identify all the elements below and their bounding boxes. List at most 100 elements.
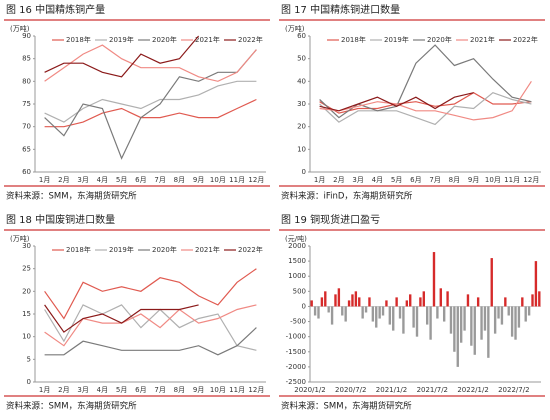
x-tick-label: 8月 [449,176,460,184]
bar [517,306,521,328]
x-tick-label: 11月 [504,176,520,184]
legend-label: 2022年 [238,245,263,254]
bar [334,294,337,307]
bar [480,306,483,340]
x-tick-label: 11月 [229,176,245,184]
y-tick-label: 2000 [288,242,306,250]
series-line [44,49,257,160]
x-tick-label: 9月 [193,176,204,184]
bar [415,306,419,337]
bar [388,306,392,325]
bar [521,297,524,307]
x-tick-label: 2021/7/2 [417,386,448,394]
series-line [319,92,532,114]
bar [453,306,456,352]
series-line [44,304,257,351]
bar [344,306,347,322]
y-tick-label: 70 [22,123,31,131]
series-line [44,268,257,320]
y-tick-label: 30 [297,100,306,108]
y-axis-label: (万吨) [10,234,30,243]
bar [385,300,388,307]
bar [500,306,504,325]
chart-title: 图 19 铜现货进口盈亏 [281,213,380,226]
bar [368,297,371,307]
series-line [319,92,532,126]
y-tick-label: -2000 [286,363,306,371]
source: 资料来源：iFinD，东海期货研究所 [281,191,413,202]
x-tick-label: 10月 [485,176,501,184]
y-tick-label: 20 [22,287,31,295]
y-tick-label: 10 [22,333,31,341]
y-tick-label: -1500 [286,348,306,356]
y-tick-label: 15 [22,310,31,318]
bar [524,306,527,322]
bar [324,291,327,307]
bar [405,300,409,307]
bar [527,306,531,316]
chart-title: 图 18 中国废铜进口数量 [6,213,115,226]
legend-label: 2018年 [66,245,91,254]
bar [439,288,442,307]
bar [422,291,425,307]
legend-label: 2021年 [470,35,495,44]
bar [398,306,402,319]
series-line [44,98,257,128]
source: 资料来源：SMM，东海期货研究所 [6,401,137,412]
bar [392,306,395,331]
bar [320,297,324,307]
y-tick-label: 65 [22,145,31,153]
bar [361,306,364,319]
x-tick-label: 1月 [314,176,325,184]
x-tick-label: 7月 [429,176,440,184]
x-tick-label: 5月 [391,176,402,184]
bar [483,306,487,331]
x-tick-label: 11月 [229,386,245,394]
bar [395,297,398,307]
x-tick-label: 12月 [248,386,264,394]
y-tick-label: 0 [302,302,306,310]
x-tick-label: 3月 [77,176,88,184]
bar [538,291,541,307]
x-tick-label: 2020/1/2 [294,386,325,394]
bar [310,300,313,307]
series-line [319,80,532,121]
x-tick-label: 6月 [135,386,146,394]
bar [446,291,449,307]
y-tick-label: 60 [297,32,306,40]
series-line [44,44,257,82]
bar [354,291,358,307]
bar [347,300,351,307]
bar [412,306,415,328]
y-tick-label: 90 [22,32,31,40]
legend-label: 2021年 [195,35,220,44]
y-axis-label: (元/吨) [285,234,307,243]
x-tick-label: 7月 [154,386,165,394]
y-tick-label: 25 [22,265,31,273]
x-tick-label: 2020/7/2 [335,386,366,394]
bar [476,297,480,307]
x-tick-label: 2022/7/2 [498,386,529,394]
y-tick-label: 1500 [288,257,306,265]
bar [531,294,534,307]
y-tick-label: 5 [27,355,31,363]
bar [381,306,385,316]
x-tick-label: 9月 [468,176,479,184]
legend-label: 2019年 [109,35,134,44]
y-tick-label: -500 [290,318,306,326]
y-tick-label: 500 [293,287,306,295]
x-tick-label: 12月 [248,176,264,184]
bar [442,306,446,322]
chart-title: 图 16 中国精炼铜产量 [6,3,105,16]
bar [330,306,334,325]
bar [473,306,476,355]
y-tick-label: 40 [297,77,306,85]
x-tick-label: 5月 [116,176,127,184]
x-tick-label: 10月 [210,176,226,184]
x-tick-label: 9月 [193,386,204,394]
x-tick-label: 5月 [116,386,127,394]
x-tick-label: 2月 [58,386,69,394]
y-tick-label: -1000 [286,333,306,341]
